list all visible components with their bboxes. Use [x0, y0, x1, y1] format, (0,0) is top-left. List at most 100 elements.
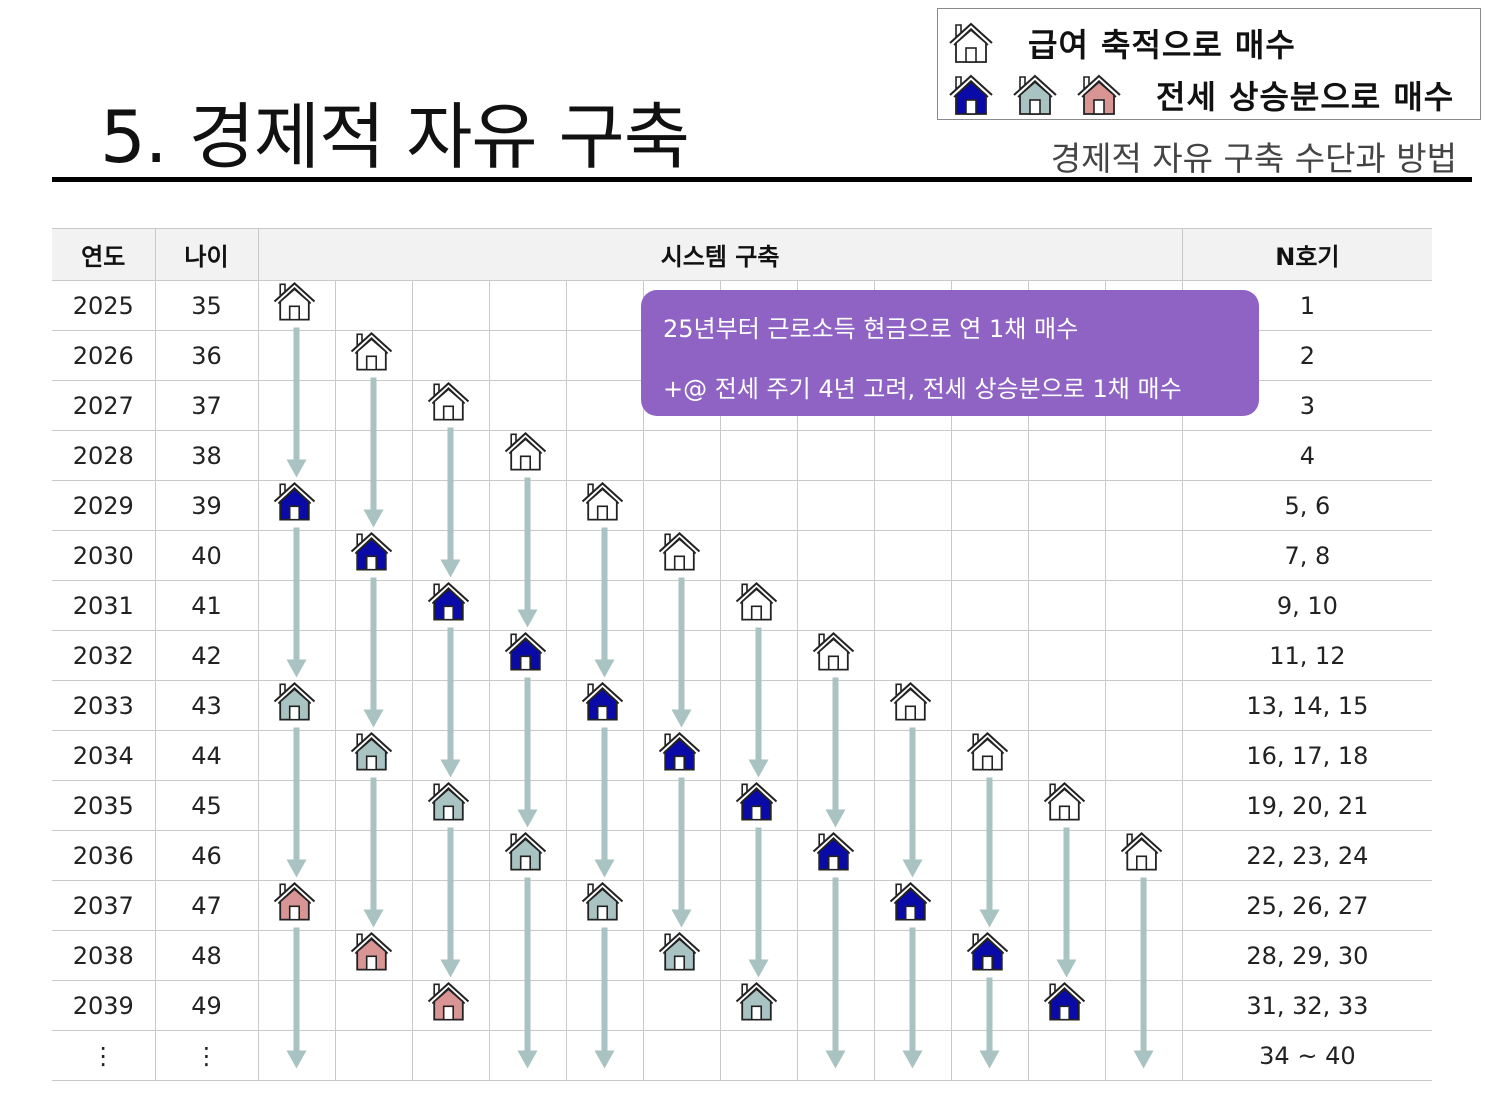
system-cell: [334, 930, 413, 981]
system-cell: [565, 680, 644, 731]
year-cell: 2033: [52, 680, 156, 731]
system-cell: [257, 580, 336, 631]
system-cell: [796, 730, 875, 781]
system-cell: [796, 630, 875, 681]
header-system: 시스템 구축: [257, 228, 1183, 281]
system-cell: [565, 380, 644, 431]
system-cell: [719, 480, 798, 531]
system-cell: [796, 930, 875, 981]
system-cell: [257, 980, 336, 1031]
year-cell: 2035: [52, 780, 156, 831]
page-title: 5. 경제적 자유 구축: [100, 95, 690, 179]
count-cell: 5, 6: [1181, 480, 1433, 531]
table-row: 2039 49 31, 32, 33: [52, 980, 1433, 1031]
system-cell: [334, 980, 413, 1031]
page-subtitle: 경제적 자유 구축 수단과 방법: [1050, 139, 1457, 178]
system-cell: [950, 480, 1029, 531]
system-cell: [565, 580, 644, 631]
count-cell: 13, 14, 15: [1181, 680, 1433, 731]
system-cell: [1104, 980, 1183, 1031]
year-cell: 2037: [52, 880, 156, 931]
system-cell: [411, 930, 490, 981]
system-cell: [796, 480, 875, 531]
table-row: 2037 47 25, 26, 27: [52, 880, 1433, 931]
system-cell: [1104, 430, 1183, 481]
system-cell: [334, 780, 413, 831]
count-cell: 25, 26, 27: [1181, 880, 1433, 931]
system-cell: [334, 630, 413, 681]
system-cell: [488, 830, 567, 881]
age-cell: 43: [154, 680, 259, 731]
table-row: 2031 41 9, 10: [52, 580, 1433, 631]
year-cell: 2028: [52, 430, 156, 481]
system-cell: [1104, 880, 1183, 931]
system-cell: [1104, 730, 1183, 781]
age-cell: 46: [154, 830, 259, 881]
system-cell: [334, 830, 413, 881]
header-age: 나이: [154, 228, 259, 281]
system-cell: [642, 680, 721, 731]
year-cell: ⋮: [52, 1030, 156, 1081]
system-cell: [950, 580, 1029, 631]
count-cell: 22, 23, 24: [1181, 830, 1433, 881]
system-cell: [1027, 580, 1106, 631]
system-cell: [1104, 630, 1183, 681]
system-cell: [488, 330, 567, 381]
system-cell: [257, 380, 336, 431]
system-cell: [642, 630, 721, 681]
system-cell: [565, 830, 644, 881]
callout-line-1: 25년부터 근로소득 현금으로 연 1채 매수: [663, 315, 1079, 343]
system-cell: [565, 480, 644, 531]
system-cell: [719, 1030, 798, 1081]
age-cell: 40: [154, 530, 259, 581]
system-cell: [873, 930, 952, 981]
year-cell: 2032: [52, 630, 156, 681]
house-outline-icon: [949, 22, 993, 63]
system-cell: [411, 580, 490, 631]
system-cell: [1027, 480, 1106, 531]
system-cell: [334, 680, 413, 731]
table-row: 2032 42 11, 12: [52, 630, 1433, 681]
system-cell: [873, 630, 952, 681]
system-cell: [796, 830, 875, 881]
age-cell: 49: [154, 980, 259, 1031]
legend-row-salary: 급여 축적으로 매수: [946, 18, 1296, 68]
system-cell: [950, 880, 1029, 931]
system-cell: [334, 880, 413, 931]
table-row: 2035 45 19, 20, 21: [52, 780, 1433, 831]
system-cell: [873, 730, 952, 781]
system-cell: [873, 680, 952, 731]
system-cell: [950, 430, 1029, 481]
system-cell: [1027, 1030, 1106, 1081]
system-cell: [950, 780, 1029, 831]
system-cell: [950, 530, 1029, 581]
system-cell: [411, 680, 490, 731]
table-row: ⋮ ⋮ 34 ~ 40: [52, 1030, 1433, 1081]
system-cell: [642, 730, 721, 781]
system-cell: [796, 530, 875, 581]
system-cell: [488, 930, 567, 981]
age-cell: 48: [154, 930, 259, 981]
callout-box: 25년부터 근로소득 현금으로 연 1채 매수 +@ 전세 주기 4년 고려, …: [641, 290, 1259, 416]
table-row: 2030 40 7, 8: [52, 530, 1433, 581]
system-cell: [642, 780, 721, 831]
system-cell: [1104, 830, 1183, 881]
legend-salary-label: 급여 축적으로 매수: [1028, 26, 1296, 64]
system-cell: [1027, 730, 1106, 781]
system-cell: [873, 980, 952, 1031]
system-cell: [1027, 630, 1106, 681]
system-cell: [719, 930, 798, 981]
system-cell: [257, 830, 336, 881]
system-cell: [796, 430, 875, 481]
system-cell: [257, 730, 336, 781]
age-cell: 38: [154, 430, 259, 481]
system-cell: [950, 980, 1029, 1031]
system-cell: [488, 730, 567, 781]
system-cell: [1104, 480, 1183, 531]
age-cell: 41: [154, 580, 259, 631]
system-cell: [1104, 1030, 1183, 1081]
count-cell: 9, 10: [1181, 580, 1433, 631]
system-cell: [257, 530, 336, 581]
system-cell: [796, 680, 875, 731]
system-cell: [1104, 780, 1183, 831]
